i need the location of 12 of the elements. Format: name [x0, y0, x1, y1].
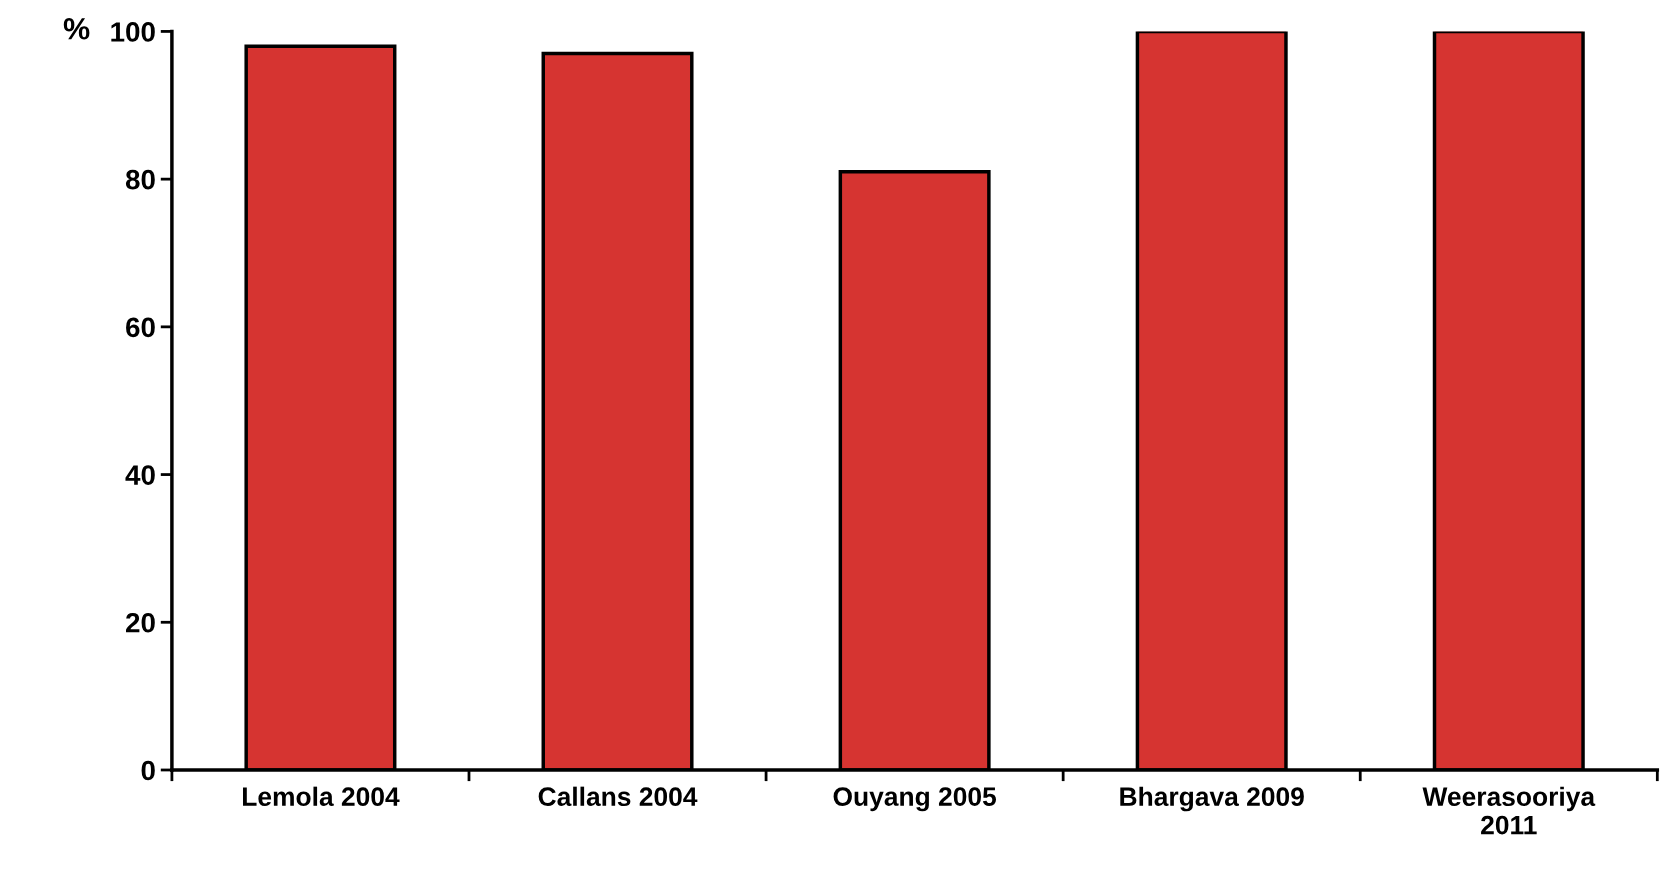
x-tick-label: Lemola 2004 [243, 786, 400, 807]
x-tick-label: Ouyang 2005 [833, 787, 997, 812]
y-tick-label: 0 [141, 760, 155, 781]
y-tick-label: 20 [126, 612, 155, 633]
x-tick-label: Weerasooriya 2011 [1422, 786, 1596, 835]
y-tick-label: 100 [111, 22, 155, 42]
y-tick-label: 40 [125, 465, 155, 485]
y-tick-label: 80 [125, 169, 155, 190]
x-tick-label: Callans 2004 [538, 786, 698, 807]
y-tick-label: 60 [126, 317, 155, 338]
x-tick-label: Bhargava 2009 [1120, 786, 1304, 812]
y-axis-title: % [63, 18, 90, 40]
